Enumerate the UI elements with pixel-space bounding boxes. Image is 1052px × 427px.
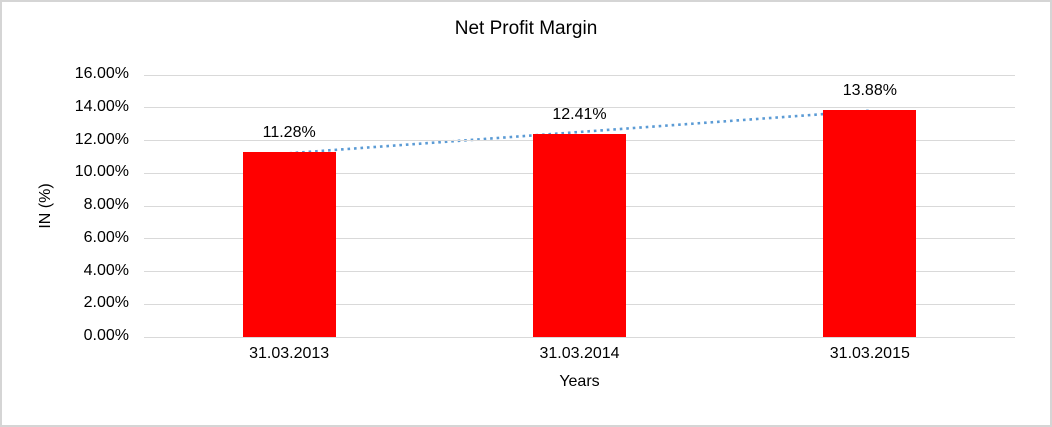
x-tick-label: 31.03.2014 [539, 345, 620, 362]
y-tick-label: 2.00% [83, 294, 129, 312]
x-tick-label: 31.03.2015 [829, 345, 910, 362]
gridline [144, 107, 1015, 109]
x-axis-title: Years [559, 373, 600, 390]
y-tick-label: 6.00% [83, 228, 129, 246]
y-tick-label: 8.00% [83, 196, 129, 213]
gridline [144, 74, 1015, 76]
bar [823, 109, 917, 337]
y-tick-label: 12.00% [74, 130, 129, 148]
chart-title: Net Profit Margin [454, 18, 598, 39]
y-tick-label: 4.00% [83, 261, 129, 279]
gridline [144, 336, 1015, 338]
y-tick-label: 10.00% [74, 163, 129, 181]
y-tick-label: 14.00% [74, 97, 129, 115]
bar [242, 152, 336, 337]
y-tick-label: 0.00% [83, 327, 129, 344]
bar [533, 133, 626, 337]
x-tick-label: 31.03.2013 [249, 345, 330, 362]
bar-value-label: 12.41% [552, 105, 607, 123]
plot-area: 0.00% 2.00% 4.00% 6.00% 8.00% 10.00% 12.00% 14.… [75, 65, 1015, 344]
bar-value-label: 11.28% [262, 124, 316, 142]
y-axis-title: IN (%) [37, 183, 54, 229]
y-tick-label: 16.00% [74, 65, 129, 82]
bar-value-label: 13.88% [842, 81, 897, 99]
